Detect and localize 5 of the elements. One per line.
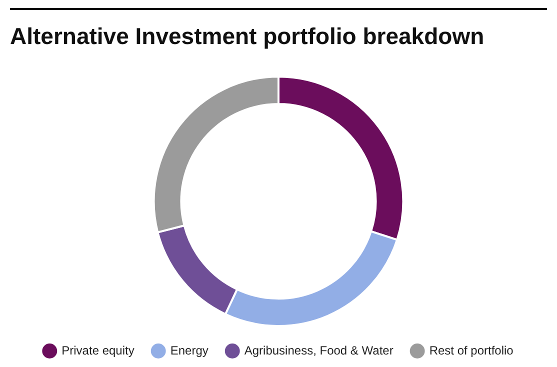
legend-label: Agribusiness, Food & Water [244,343,394,358]
legend-label: Rest of portfolio [429,343,514,358]
legend-label: Energy [170,343,208,358]
legend-label: Private equity [62,343,134,358]
chart-title: Alternative Investment portfolio breakdown [10,23,484,50]
